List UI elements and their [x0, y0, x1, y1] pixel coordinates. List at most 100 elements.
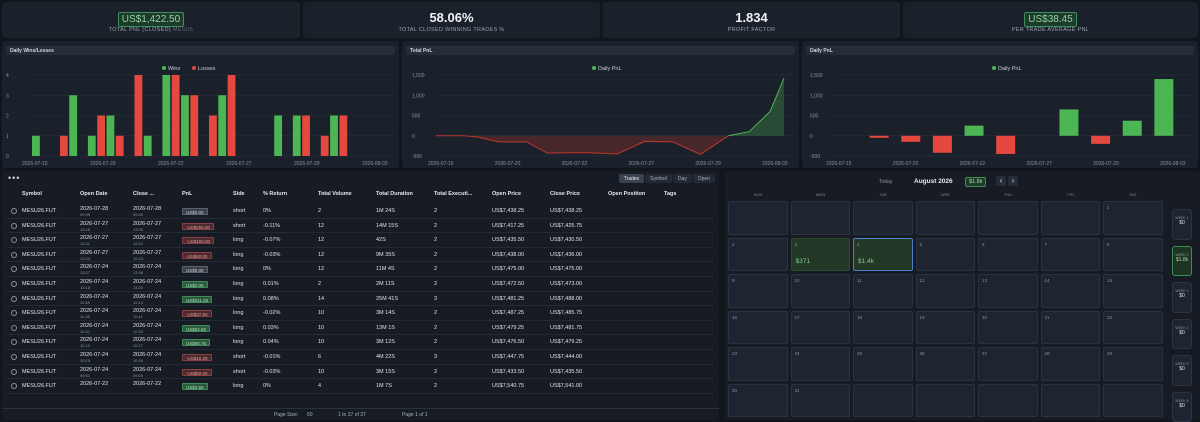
calendar-day[interactable]: 19 [916, 311, 976, 345]
week-summary[interactable]: WEEK 5$0 [1172, 355, 1192, 386]
tab-symbol[interactable]: Symbol [645, 174, 672, 183]
calendar-day[interactable]: 29 [1103, 347, 1163, 381]
row-select-radio[interactable] [11, 325, 17, 331]
calendar-day[interactable]: 11 [853, 274, 913, 308]
calendar-day[interactable]: 15 [1103, 274, 1163, 308]
calendar-day[interactable] [1041, 201, 1101, 235]
row-select-radio[interactable] [11, 252, 17, 258]
calendar-day[interactable]: 10 [791, 274, 851, 308]
calendar-day[interactable]: 21 [1041, 311, 1101, 345]
calendar-day[interactable] [916, 201, 976, 235]
calendar-day[interactable]: 8 [1103, 238, 1163, 272]
calendar-day[interactable]: 26 [916, 347, 976, 381]
row-select-radio[interactable] [11, 310, 17, 316]
column-header[interactable]: Open Position [608, 191, 645, 205]
pnl-cell: US$68.75 [182, 336, 210, 351]
week-summary[interactable]: WEEK 6$0 [1172, 392, 1192, 422]
column-header[interactable]: % Return [263, 191, 287, 205]
page-size-select[interactable]: 50 [307, 412, 313, 418]
calendar-day[interactable] [853, 384, 913, 418]
day-number: 26 [920, 351, 925, 356]
calendar-day[interactable]: 3$371 [791, 238, 851, 272]
calendar-day[interactable] [791, 201, 851, 235]
calendar-day[interactable]: 31 [791, 384, 851, 418]
calendar-day[interactable]: 25 [853, 347, 913, 381]
row-select-radio[interactable] [11, 208, 17, 214]
calendar-day[interactable] [978, 201, 1038, 235]
column-header[interactable]: Open Date [80, 191, 108, 205]
calendar-day[interactable] [978, 384, 1038, 418]
calendar-day[interactable]: 9 [728, 274, 788, 308]
row-select-radio[interactable] [11, 354, 17, 360]
column-header[interactable]: Symbol [22, 191, 42, 205]
calendar-day[interactable] [853, 201, 913, 235]
calendar-day[interactable] [1041, 384, 1101, 418]
calendar-day[interactable]: 24 [791, 347, 851, 381]
tab-trades[interactable]: Trades [619, 174, 644, 183]
calendar-day[interactable] [916, 384, 976, 418]
calendar-day[interactable]: 17 [791, 311, 851, 345]
row-select-radio[interactable] [11, 266, 17, 272]
calendar-day[interactable]: 4$1.4k [853, 238, 913, 272]
week-summary[interactable]: WEEK 1$0 [1172, 209, 1192, 240]
tab-day[interactable]: Day [673, 174, 692, 183]
week-summary[interactable]: WEEK 2$1.8k [1172, 246, 1192, 277]
row-select-radio[interactable] [11, 237, 17, 243]
calendar-day[interactable]: 7 [1041, 238, 1101, 272]
calendar-day[interactable]: 5 [916, 238, 976, 272]
calendar-day[interactable] [1103, 384, 1163, 418]
column-header[interactable]: Open Price [492, 191, 521, 205]
prev-month-button[interactable]: ‹ [996, 176, 1006, 186]
row-select-radio[interactable] [11, 369, 17, 375]
calendar-day[interactable]: 12 [916, 274, 976, 308]
today-button[interactable]: Today [879, 179, 892, 185]
row-select-radio[interactable] [11, 281, 17, 287]
calendar-day[interactable]: 18 [853, 311, 913, 345]
calendar-day[interactable] [728, 201, 788, 235]
column-header[interactable]: Close ... [133, 191, 154, 205]
row-select-radio[interactable] [11, 296, 17, 302]
next-month-button[interactable]: › [1008, 176, 1018, 186]
calendar-day[interactable]: 6 [978, 238, 1038, 272]
calendar-day[interactable]: 1 [1103, 201, 1163, 235]
column-header[interactable]: Total Duration [376, 191, 413, 205]
row-select-radio[interactable] [11, 339, 17, 345]
more-options-icon[interactable]: ••• [8, 173, 20, 183]
column-header[interactable]: Total Executi... [434, 191, 472, 205]
week-summary[interactable]: WEEK 3$0 [1172, 282, 1192, 313]
tab-open[interactable]: Open [693, 174, 715, 183]
row-select-radio[interactable] [11, 223, 17, 229]
calendar-day[interactable]: 20 [978, 311, 1038, 345]
column-header[interactable]: PnL [182, 191, 192, 205]
calendar-day[interactable]: 2 [728, 238, 788, 272]
column-header[interactable]: Total Volume [318, 191, 352, 205]
calendar-day[interactable]: 30 [728, 384, 788, 418]
week-summary[interactable]: WEEK 4$0 [1172, 319, 1192, 350]
calendar-day[interactable]: 23 [728, 347, 788, 381]
calendar-day[interactable]: 28 [1041, 347, 1101, 381]
calendar-day[interactable]: 27 [978, 347, 1038, 381]
calendar-day[interactable]: 14 [1041, 274, 1101, 308]
row-select-radio[interactable] [11, 383, 17, 389]
column-header[interactable]: Side [233, 191, 245, 205]
day-number: 10 [795, 278, 800, 283]
calendar-day[interactable]: 22 [1103, 311, 1163, 345]
column-header[interactable]: Close Price [550, 191, 580, 205]
calendar-day[interactable]: 16 [728, 311, 788, 345]
calendar-day[interactable]: 13 [978, 274, 1038, 308]
column-header[interactable]: Tags [664, 191, 676, 205]
